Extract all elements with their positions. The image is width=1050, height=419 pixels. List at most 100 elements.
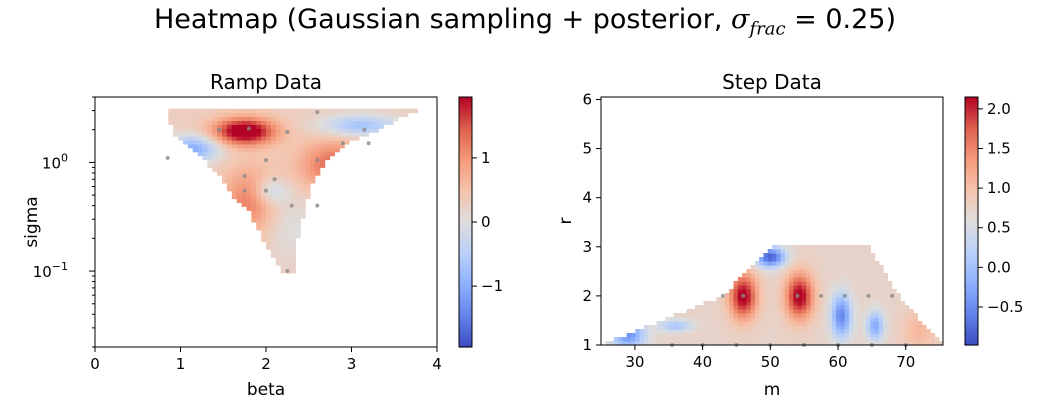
ramp-sample-point — [315, 158, 320, 163]
ramp-heat-cell — [290, 128, 296, 133]
ramp-colorbar-step — [459, 149, 472, 153]
step-heat-cell — [784, 297, 790, 302]
step-heat-cell — [840, 257, 846, 262]
step-colorbar-step — [965, 273, 978, 277]
ramp-heat-cell — [344, 108, 350, 114]
step-heat-cell — [874, 293, 880, 298]
ramp-colorbar-step — [459, 132, 472, 136]
step-heat-cell — [784, 329, 790, 334]
step-heat-cell — [840, 317, 846, 322]
step-heat-cell — [891, 289, 897, 294]
step-colorbar-step — [965, 106, 978, 110]
ramp-heat-cell — [280, 233, 287, 239]
ramp-heat-cell — [207, 132, 213, 137]
step-heat-cell — [630, 333, 636, 338]
ramp-heat-cell — [329, 120, 335, 125]
step-heat-cell — [887, 341, 893, 346]
step-heat-cell — [793, 277, 799, 282]
step-y-tick-label: 2 — [582, 287, 592, 305]
ramp-heat-cell — [261, 159, 267, 165]
ramp-colorbar-step — [459, 137, 472, 141]
ramp-heat-cell — [275, 257, 282, 262]
ramp-heat-cell — [246, 116, 252, 122]
step-heat-cell — [878, 341, 884, 346]
step-colorbar-step — [965, 161, 978, 165]
ramp-heat-cell — [246, 139, 252, 145]
ramp-heat-cell — [192, 116, 199, 122]
ramp-heat-cell — [285, 202, 292, 207]
ramp-heat-cell — [261, 175, 267, 180]
ramp-heat-cell — [319, 139, 326, 145]
ramp-heat-cell — [368, 112, 375, 118]
step-heat-cell — [643, 333, 649, 338]
step-heat-cell — [874, 273, 880, 278]
ramp-sample-point — [242, 188, 247, 193]
step-heat-cell — [870, 321, 876, 326]
ramp-heat-cell — [241, 182, 248, 188]
ramp-heat-cell — [368, 124, 375, 129]
step-heat-cell — [677, 341, 683, 346]
step-heat-cell — [789, 317, 794, 322]
ramp-heat-cell — [178, 132, 184, 137]
step-heat-cell — [810, 289, 816, 294]
ramp-heat-cell — [270, 186, 277, 192]
step-heat-cell — [669, 321, 675, 326]
step-heat-cell — [870, 293, 876, 298]
step-heat-cell — [754, 341, 760, 346]
ramp-heat-cell — [187, 143, 194, 149]
ramp-heat-cell — [275, 241, 282, 247]
step-heat-cell — [840, 253, 846, 258]
ramp-heat-cell — [256, 222, 262, 227]
ramp-heat-cell — [300, 159, 306, 165]
step-heat-cell — [776, 269, 782, 274]
step-colorbar-step — [965, 283, 978, 287]
step-heat-cell — [823, 257, 829, 262]
ramp-heat-cell — [344, 120, 350, 125]
step-heat-cell — [784, 285, 790, 290]
step-heat-cell — [836, 261, 842, 266]
ramp-heat-cell — [314, 143, 321, 149]
step-heat-cell — [810, 245, 816, 250]
ramp-heat-cell — [295, 202, 301, 207]
step-heat-cell — [733, 305, 739, 310]
step-colorbar-step — [965, 255, 978, 259]
ramp-heat-cell — [222, 116, 228, 122]
ramp-heat-cell — [280, 136, 287, 141]
step-heat-cell — [801, 329, 807, 334]
step-heat-cell — [895, 317, 901, 322]
step-colorbar-step — [965, 99, 978, 103]
ramp-heat-cell — [178, 124, 184, 129]
step-heat-cell — [853, 329, 859, 334]
step-heat-cell — [819, 277, 824, 282]
ramp-heat-cell — [329, 128, 335, 133]
step-heat-cell — [930, 341, 936, 346]
step-heat-cell — [789, 321, 794, 326]
step-heat-cell — [900, 305, 906, 310]
step-colorbar-step — [965, 280, 978, 284]
ramp-heat-cell — [241, 108, 248, 114]
step-heat-cell — [895, 333, 901, 338]
ramp-heat-cell — [285, 182, 292, 188]
ramp-heat-cell — [344, 128, 350, 133]
step-heat-cell — [827, 301, 833, 306]
step-heat-cell — [720, 329, 726, 334]
step-heat-cell — [895, 341, 901, 346]
step-colorbar-step — [965, 206, 978, 210]
ramp-heat-cell — [266, 159, 272, 165]
ramp-heat-cell — [280, 264, 287, 270]
step-y-tick-label: 3 — [582, 238, 592, 256]
step-heat-cell — [883, 297, 889, 302]
step-heat-cell — [763, 281, 769, 286]
step-heat-cell — [819, 317, 824, 322]
step-heat-cell — [767, 269, 773, 274]
step-heat-cell — [861, 285, 867, 290]
ramp-heat-cell — [236, 112, 243, 118]
step-heat-cell — [844, 265, 850, 270]
step-heat-cell — [767, 261, 773, 266]
ramp-y-tick-exponent: 0 — [61, 151, 68, 164]
step-heat-cell — [814, 313, 820, 318]
step-heat-cell — [801, 325, 807, 330]
step-heat-cell — [857, 245, 863, 250]
step-heat-cell — [874, 337, 880, 342]
step-heat-cell — [908, 321, 914, 326]
